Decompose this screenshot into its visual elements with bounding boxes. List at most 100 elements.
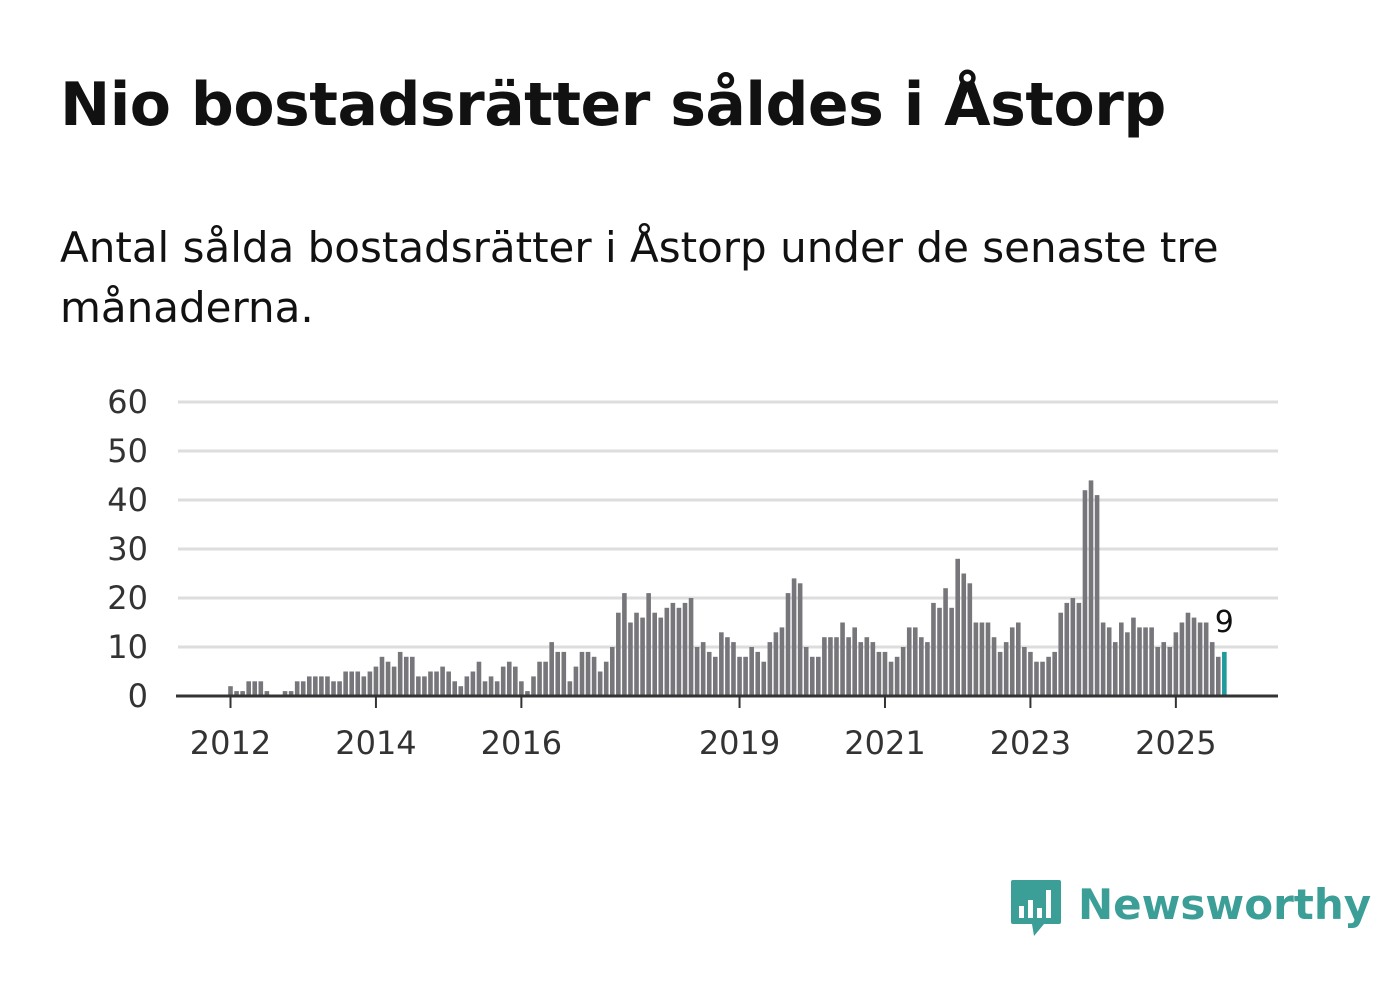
bar	[961, 573, 967, 696]
bar	[1209, 642, 1215, 696]
bar	[858, 642, 864, 696]
bar	[652, 612, 657, 696]
x-tick-label: 2016	[481, 724, 562, 762]
bar	[1185, 612, 1191, 696]
bar	[931, 602, 936, 696]
bar	[706, 651, 712, 696]
bar	[597, 671, 603, 696]
bar	[1143, 627, 1148, 696]
bar	[240, 691, 245, 696]
bar	[331, 681, 336, 696]
bar	[1082, 490, 1088, 696]
bar	[373, 666, 379, 696]
bar	[658, 617, 664, 696]
bar	[555, 651, 561, 696]
bar	[912, 627, 918, 696]
bar	[749, 647, 754, 696]
bar	[731, 642, 736, 696]
bar	[1100, 622, 1106, 696]
bar	[694, 647, 700, 696]
x-tick-label: 2021	[844, 724, 925, 762]
bar	[973, 622, 979, 696]
bar	[228, 686, 233, 696]
bar	[967, 583, 973, 696]
bar	[979, 622, 985, 696]
bar	[773, 632, 779, 696]
y-tick-label: 40	[107, 481, 148, 519]
bar	[688, 598, 694, 696]
bar	[1167, 647, 1173, 696]
bar	[282, 691, 288, 696]
bar	[531, 676, 536, 696]
bar	[1149, 627, 1154, 696]
bar	[1119, 622, 1124, 696]
bar	[997, 651, 1003, 696]
bar	[713, 656, 718, 696]
bar	[925, 642, 930, 696]
bar	[537, 661, 542, 696]
bar	[955, 558, 960, 696]
bar	[700, 642, 706, 696]
y-axis-ticks: 0 10 20 30 40 50 60	[107, 383, 148, 715]
y-tick-label: 0	[128, 677, 148, 715]
bar	[525, 691, 530, 696]
bar	[1040, 661, 1045, 696]
bar	[876, 651, 882, 696]
y-tick-label: 10	[107, 628, 148, 666]
bar	[319, 676, 324, 696]
bar	[822, 637, 827, 696]
bar	[834, 637, 839, 696]
bar	[803, 647, 809, 696]
bar	[470, 671, 476, 696]
bar	[1179, 622, 1185, 696]
bar	[670, 602, 676, 696]
bar	[567, 681, 573, 696]
bar	[1155, 647, 1160, 696]
bar	[1064, 602, 1070, 696]
bar	[719, 632, 724, 696]
bar	[616, 612, 621, 696]
x-tick-label: 2023	[990, 724, 1071, 762]
bar	[446, 671, 451, 696]
bar	[737, 656, 742, 696]
newsworthy-logo-icon	[1011, 880, 1061, 936]
bar	[476, 661, 482, 696]
bar	[416, 676, 421, 696]
bar	[1125, 632, 1130, 696]
bar	[343, 671, 348, 696]
brand-name: Newsworthy	[1078, 880, 1372, 929]
bar	[1028, 651, 1033, 696]
bar	[646, 593, 651, 696]
bar	[452, 681, 458, 696]
bar	[1058, 612, 1064, 696]
bar	[1088, 480, 1094, 696]
bar	[234, 691, 239, 696]
bar	[816, 656, 821, 696]
bar	[391, 666, 397, 696]
bar	[573, 666, 579, 696]
bar	[1131, 617, 1136, 696]
bar	[506, 661, 512, 696]
bar	[1191, 617, 1197, 696]
bar	[985, 622, 991, 696]
bar-highlight	[1222, 651, 1227, 696]
x-tick-label: 2014	[335, 724, 416, 762]
bar	[422, 676, 427, 696]
bar	[991, 637, 997, 696]
annotations: 9	[1215, 605, 1234, 640]
bar	[791, 578, 797, 696]
bar	[743, 656, 748, 696]
bar	[846, 637, 851, 696]
bar	[634, 612, 639, 696]
bar	[397, 651, 403, 696]
bar	[640, 617, 645, 696]
bar	[949, 607, 954, 696]
bar	[367, 671, 373, 696]
gridlines	[178, 400, 1278, 649]
bar	[494, 681, 500, 696]
bar	[852, 627, 857, 696]
bar	[755, 651, 761, 696]
bar	[767, 642, 773, 696]
bar	[519, 681, 524, 696]
bar	[1076, 602, 1082, 696]
